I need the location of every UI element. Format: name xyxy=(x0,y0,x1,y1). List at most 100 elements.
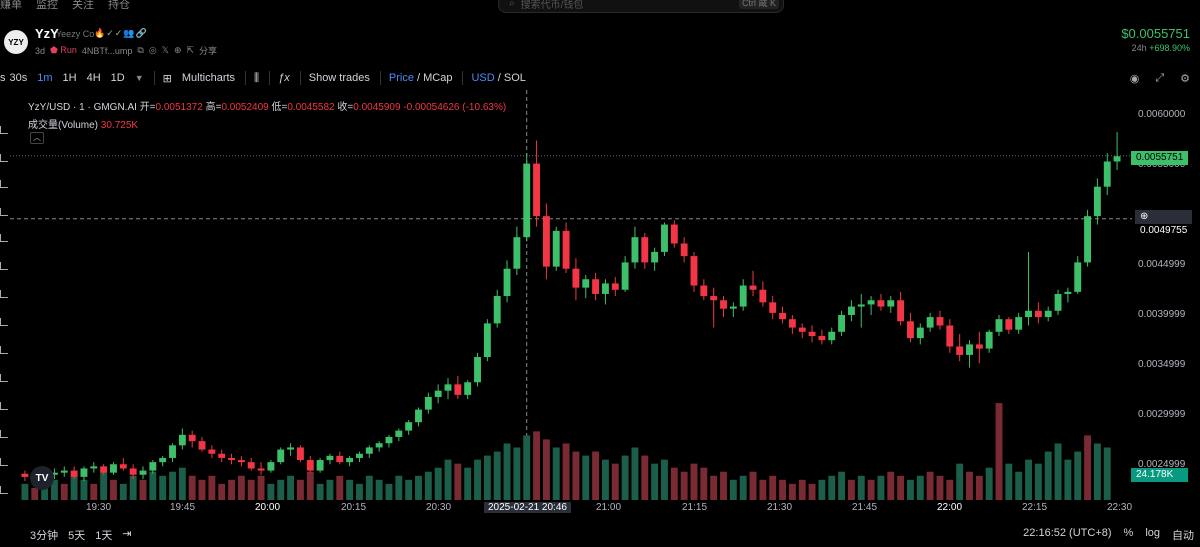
tradingview-logo[interactable]: TV xyxy=(30,466,54,490)
settings-icon[interactable]: ⚙ xyxy=(1180,72,1190,85)
pattern-icon[interactable] xyxy=(0,180,8,188)
volume-bar xyxy=(700,467,708,500)
volume-bar xyxy=(897,475,905,500)
divider xyxy=(299,71,301,85)
emoji-icon[interactable] xyxy=(0,262,8,270)
interval-1m[interactable]: 1m xyxy=(37,72,53,84)
interval-30s[interactable]: 30s xyxy=(9,72,28,84)
candle-type-icon[interactable]: ⫼ xyxy=(254,71,260,84)
candle-body xyxy=(326,455,334,461)
candle-body xyxy=(21,473,29,477)
eye-icon[interactable] xyxy=(0,402,8,410)
camera-icon[interactable]: ◉ xyxy=(1129,72,1140,85)
range-button[interactable]: 1天 xyxy=(95,530,113,542)
y-tick: 0.0024999 xyxy=(1138,459,1186,470)
price-chart[interactable] xyxy=(10,90,1132,500)
delete-icon[interactable] xyxy=(0,430,8,438)
volume-bar xyxy=(1064,459,1072,500)
nav-link[interactable]: 关注 xyxy=(72,0,94,11)
candle-body xyxy=(670,224,678,244)
volume-bar xyxy=(237,475,245,500)
nav-link[interactable]: 赚单 xyxy=(0,0,22,11)
high-label: 高= xyxy=(205,102,222,113)
candle-body xyxy=(188,434,196,442)
trash-icon[interactable] xyxy=(0,458,8,466)
volume-bar xyxy=(690,463,698,500)
fullscreen-icon[interactable]: ⤢ xyxy=(1155,71,1165,84)
volume-bar xyxy=(159,475,167,500)
volume-bar xyxy=(228,479,235,500)
show-trades-button[interactable]: Show trades xyxy=(308,72,370,84)
currency-toggle[interactable]: USD / SOL xyxy=(471,72,526,84)
percent-toggle[interactable]: % xyxy=(1123,527,1134,539)
volume-bar xyxy=(818,479,826,500)
open-label: 开= xyxy=(139,102,156,113)
indicators-icon[interactable]: ƒx xyxy=(278,72,290,84)
top-nav: 赚单 监控 关注 持仓 ⌕ 搜索代币/钱包 Ctrl 蔵 K xyxy=(0,0,1200,14)
auto-toggle[interactable]: 自动 xyxy=(1172,530,1194,542)
log-toggle[interactable]: log xyxy=(1145,527,1160,539)
bottom-bar: 3分钟 5天 1天 ⇥ 22:16:52 (UTC+8) % log 自动 xyxy=(0,527,1200,545)
trend-line-icon[interactable] xyxy=(0,126,8,134)
link-icon[interactable]: ◎ xyxy=(148,45,157,55)
last-price-label: 0.0055751 xyxy=(1131,151,1188,165)
ohlc-legend: YzY/USD · 1 · GMGN.AI 开=0.0051372 高=0.00… xyxy=(28,98,506,113)
clock-time[interactable]: 22:16:52 (UTC+8) xyxy=(1023,527,1112,539)
volume-bar xyxy=(21,483,29,500)
lock-icon[interactable] xyxy=(0,374,8,382)
x-tick: 19:30 xyxy=(86,502,112,513)
usd-option[interactable]: USD xyxy=(471,72,495,84)
nav-link[interactable]: 持仓 xyxy=(108,0,130,11)
favorites-icon[interactable] xyxy=(0,486,8,494)
share-icon[interactable]: ⇱ xyxy=(186,45,195,55)
candle-body xyxy=(267,462,275,471)
interval-1d[interactable]: 1D xyxy=(110,72,125,84)
token-address[interactable]: 4NBTf...ump xyxy=(81,45,133,56)
sol-option[interactable]: SOL xyxy=(503,72,526,84)
text-icon[interactable] xyxy=(0,234,8,242)
candle-body xyxy=(798,327,806,332)
token-tag: ⬟ Run xyxy=(50,45,77,55)
range-button[interactable]: 3分钟 xyxy=(30,530,59,542)
candle-body xyxy=(257,468,265,471)
share-label[interactable]: 分享 xyxy=(199,46,218,56)
open-value: 0.0051372 xyxy=(155,102,203,113)
interval-1h[interactable]: 1H xyxy=(62,72,77,84)
price-option[interactable]: Price xyxy=(388,72,414,84)
twitter-icon[interactable]: 𝕏 xyxy=(161,45,169,55)
brush-icon[interactable] xyxy=(0,208,8,216)
interval-4h[interactable]: 4H xyxy=(86,72,101,84)
candle-body xyxy=(533,163,541,217)
multicharts-icon[interactable]: ⊞ xyxy=(162,72,172,85)
magnet-icon[interactable] xyxy=(0,346,8,354)
volume-bar xyxy=(316,483,324,500)
price-mcap-toggle[interactable]: Price / MCap xyxy=(388,72,453,84)
time-axis[interactable]: 19:30 19:45 20:00 20:15 20:30 2025-02-21… xyxy=(10,502,1132,516)
candle-body xyxy=(523,163,531,238)
candle-body xyxy=(356,453,363,458)
token-header: YZY YzY Yeezy Co 🔥✓✓👥🔗 3d ⬟ Run 4NBTf...… xyxy=(0,22,1200,62)
volume-bar xyxy=(277,479,285,500)
zoom-icon[interactable] xyxy=(0,318,8,326)
candle-body xyxy=(306,460,314,471)
nav-link[interactable]: 监控 xyxy=(36,0,58,11)
chart-toolbar: s 30s 1m 1H 4H 1D ▼ ⊞ Multicharts ⫼ ƒx S… xyxy=(0,68,1200,88)
copy-icon[interactable]: ⧉ xyxy=(137,45,144,55)
date-range-icon[interactable]: ⇥ xyxy=(122,528,132,540)
range-button[interactable]: 5天 xyxy=(68,530,86,542)
globe-icon[interactable]: ⊕ xyxy=(173,45,182,55)
multicharts-button[interactable]: Multicharts xyxy=(181,72,236,84)
search-input[interactable]: ⌕ 搜索代币/钱包 Ctrl 蔵 K xyxy=(498,0,784,13)
candle-body xyxy=(483,323,491,358)
volume-bar xyxy=(218,483,226,500)
mcap-option[interactable]: MCap xyxy=(423,72,453,84)
candle-body xyxy=(621,262,629,290)
divider xyxy=(153,71,155,85)
volume-bar xyxy=(41,483,49,500)
interval-dropdown-icon[interactable]: ▼ xyxy=(134,73,144,83)
collapse-legend-button[interactable]: ︿ xyxy=(30,132,44,144)
volume-bar xyxy=(552,447,560,500)
ruler-icon[interactable] xyxy=(0,290,8,298)
candle-body xyxy=(729,306,737,309)
fib-icon[interactable] xyxy=(0,154,8,162)
